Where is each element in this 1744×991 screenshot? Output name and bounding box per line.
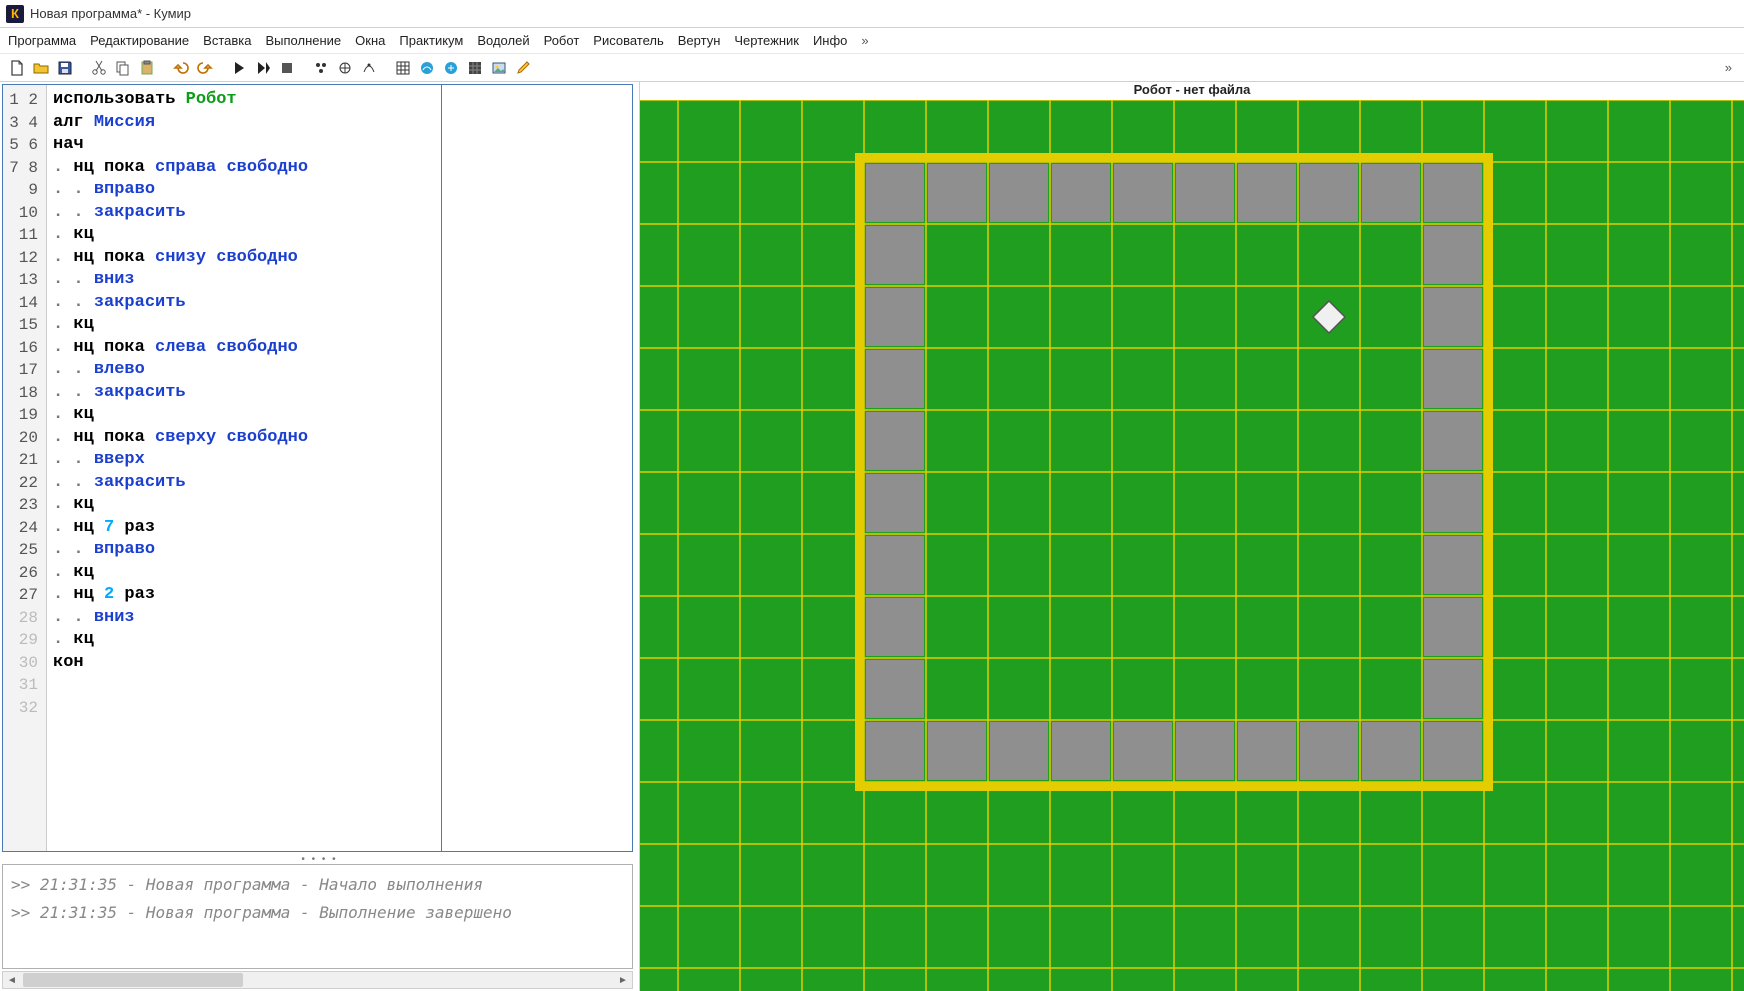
menu-вставка[interactable]: Вставка [203,33,251,48]
redo-icon[interactable] [194,57,216,79]
menu-инфо[interactable]: Инфо [813,33,847,48]
robot-title: Робот - нет файла [640,82,1744,100]
toolbar-overflow[interactable]: » [1725,60,1738,75]
tool-b-icon[interactable] [334,57,356,79]
console-line: >> 21:31:35 - Новая программа - Начало в… [11,871,624,899]
console-line: >> 21:31:35 - Новая программа - Выполнен… [11,899,624,927]
open-file-icon[interactable] [30,57,52,79]
grid-icon[interactable] [392,57,414,79]
scroll-left-button[interactable]: ◄ [3,972,21,988]
horizontal-scrollbar[interactable]: ◄ ► [2,971,633,989]
menu-программа[interactable]: Программа [8,33,76,48]
pane-splitter[interactable]: • • • • [0,854,639,864]
tool-c-icon[interactable] [358,57,380,79]
cut-icon[interactable] [88,57,110,79]
menu-вертун[interactable]: Вертун [678,33,721,48]
menu-overflow[interactable]: » [861,33,868,48]
save-file-icon[interactable] [54,57,76,79]
menu-практикум[interactable]: Практикум [399,33,463,48]
toolbar: » [0,54,1744,82]
undo-icon[interactable] [170,57,192,79]
new-file-icon[interactable] [6,57,28,79]
title-bar: К Новая программа* - Кумир [0,0,1744,28]
code-editor[interactable]: 1 2 3 4 5 6 7 8 9 10 11 12 13 14 15 16 1… [2,84,633,852]
robot-pane: Робот - нет файла [639,82,1744,991]
menu-выполнение[interactable]: Выполнение [265,33,341,48]
scroll-right-button[interactable]: ► [614,972,632,988]
menu-робот[interactable]: Робот [544,33,580,48]
stop-icon[interactable] [276,57,298,79]
code-text[interactable]: использовать Робот алг Миссия нач . нц п… [47,85,442,851]
paste-icon[interactable] [136,57,158,79]
scroll-thumb[interactable] [23,973,243,987]
menu-водолей[interactable]: Водолей [477,33,529,48]
window-title: Новая программа* - Кумир [30,6,191,21]
robot-field[interactable] [640,100,1744,991]
picture-icon[interactable] [488,57,510,79]
code-margin [442,85,632,851]
menu-чертежник[interactable]: Чертежник [734,33,799,48]
pencil-icon[interactable] [512,57,534,79]
grid2-icon[interactable] [464,57,486,79]
actor-b-icon[interactable] [440,57,462,79]
run-icon[interactable] [228,57,250,79]
menu-окна[interactable]: Окна [355,33,385,48]
output-console[interactable]: >> 21:31:35 - Новая программа - Начало в… [2,864,633,969]
editor-pane: 1 2 3 4 5 6 7 8 9 10 11 12 13 14 15 16 1… [0,82,639,991]
tool-a-icon[interactable] [310,57,332,79]
line-gutter: 1 2 3 4 5 6 7 8 9 10 11 12 13 14 15 16 1… [3,85,47,851]
menu-рисователь[interactable]: Рисователь [593,33,663,48]
menu-редактирование[interactable]: Редактирование [90,33,189,48]
copy-icon[interactable] [112,57,134,79]
run-step-icon[interactable] [252,57,274,79]
menu-bar: Программа Редактирование Вставка Выполнение… [0,28,1744,54]
actor-a-icon[interactable] [416,57,438,79]
app-icon: К [6,5,24,23]
